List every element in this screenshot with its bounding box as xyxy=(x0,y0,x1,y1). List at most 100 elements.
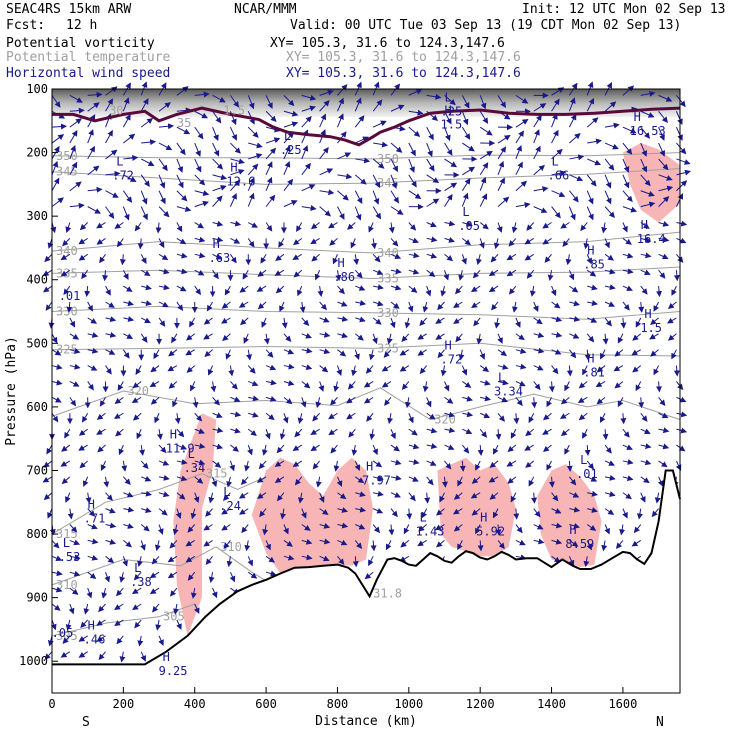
wind-vector xyxy=(69,570,81,577)
wind-vector xyxy=(526,222,535,231)
wind-vector xyxy=(139,444,145,456)
wind-vector xyxy=(346,396,356,404)
wind-vector xyxy=(631,539,642,547)
wind-vector xyxy=(141,139,157,146)
wind-vector xyxy=(319,147,329,160)
wind-vector xyxy=(584,349,591,361)
wind-vector xyxy=(635,317,642,328)
wind-vector xyxy=(140,269,151,277)
wind-vector xyxy=(347,381,356,390)
wind-vector xyxy=(387,413,394,425)
wind-vector xyxy=(587,284,598,291)
wind-vector xyxy=(622,444,633,450)
wind-vector xyxy=(543,444,552,453)
potential-vorticity-contours xyxy=(52,106,681,147)
wind-vector xyxy=(87,347,99,354)
wind-vector xyxy=(86,587,93,599)
extremum-value-label: .63 xyxy=(209,251,231,265)
wind-vector xyxy=(381,381,392,388)
wind-vector xyxy=(69,397,77,407)
wind-vector xyxy=(372,99,383,112)
wind-vector xyxy=(42,269,53,277)
wind-vector xyxy=(297,285,303,297)
wind-vector xyxy=(221,524,231,531)
wind-vector xyxy=(278,238,285,248)
wind-vector xyxy=(225,349,232,360)
wind-vector xyxy=(140,98,149,112)
extremum-type-label: H xyxy=(230,161,237,175)
wind-vector xyxy=(318,492,325,503)
wind-vector xyxy=(176,444,188,450)
extremum-value-label: .01 xyxy=(59,289,81,303)
wind-vector xyxy=(444,220,456,227)
wind-vector xyxy=(577,396,588,404)
wind-vector xyxy=(87,102,100,112)
wind-vector xyxy=(515,380,526,387)
wind-vector xyxy=(604,142,619,150)
wind-vector xyxy=(533,103,547,112)
wind-vector xyxy=(141,507,152,513)
wind-vector xyxy=(497,412,505,422)
extremum-type-label: L xyxy=(552,154,559,168)
extremum-value-label: .71 xyxy=(84,512,106,526)
wind-vector xyxy=(651,508,659,518)
wind-vector xyxy=(622,428,630,438)
wind-vector xyxy=(158,460,170,466)
wind-vector xyxy=(247,192,255,207)
wind-vector xyxy=(87,145,95,160)
wind-vector xyxy=(69,539,81,546)
wind-vector xyxy=(137,238,144,250)
wind-vector xyxy=(211,476,218,488)
wind-vector xyxy=(194,222,205,229)
wind-vector xyxy=(497,349,508,357)
extremum-value-label: .85 xyxy=(583,257,605,271)
wind-vector xyxy=(408,190,422,199)
wind-vector xyxy=(141,475,152,482)
wind-vector xyxy=(314,270,321,281)
wind-vector xyxy=(403,524,410,535)
wind-vector xyxy=(194,142,201,157)
extremum-value-label: .86 xyxy=(333,270,355,284)
wind-vector xyxy=(87,523,98,530)
extremum-type-label: H xyxy=(88,498,95,512)
wind-vector xyxy=(604,268,616,275)
wind-vector xyxy=(658,94,673,102)
wind-vector xyxy=(242,269,249,280)
wind-vector xyxy=(658,185,674,192)
wind-vector xyxy=(65,492,71,503)
wind-vector xyxy=(638,301,645,313)
wind-vector xyxy=(301,538,313,545)
wind-vector xyxy=(134,222,142,232)
wind-vector xyxy=(158,491,170,498)
wind-vector xyxy=(51,570,63,577)
y-axis-tick-label: 1000 xyxy=(19,654,48,668)
wind-vector xyxy=(207,365,214,376)
wind-vector xyxy=(123,491,134,498)
wind-vector xyxy=(569,316,581,322)
wind-vector xyxy=(176,268,188,275)
wind-vector xyxy=(310,237,320,245)
wind-vector xyxy=(158,253,169,261)
wind-vector xyxy=(444,460,452,470)
wind-vector xyxy=(515,539,526,546)
wind-vector xyxy=(84,286,91,297)
wind-vector xyxy=(87,165,100,176)
wind-vector xyxy=(657,476,664,487)
wind-vector xyxy=(265,412,275,421)
wind-vector xyxy=(658,158,669,171)
wind-vector xyxy=(355,136,369,144)
contour-value-label: 31.8 xyxy=(373,587,402,601)
wind-vector xyxy=(140,333,148,343)
wind-vector xyxy=(533,332,545,339)
wind-vector xyxy=(531,492,538,504)
wind-vector xyxy=(479,349,485,360)
wind-vector xyxy=(157,524,164,535)
wind-vector xyxy=(614,349,624,357)
y-axis-tick-label: 600 xyxy=(26,400,48,414)
forecast-value: 12 h xyxy=(66,18,98,33)
wind-vector xyxy=(355,300,367,306)
wind-vector xyxy=(247,365,256,374)
wind-vector xyxy=(87,365,98,371)
wind-vector xyxy=(67,508,74,520)
wind-vector xyxy=(619,524,626,536)
